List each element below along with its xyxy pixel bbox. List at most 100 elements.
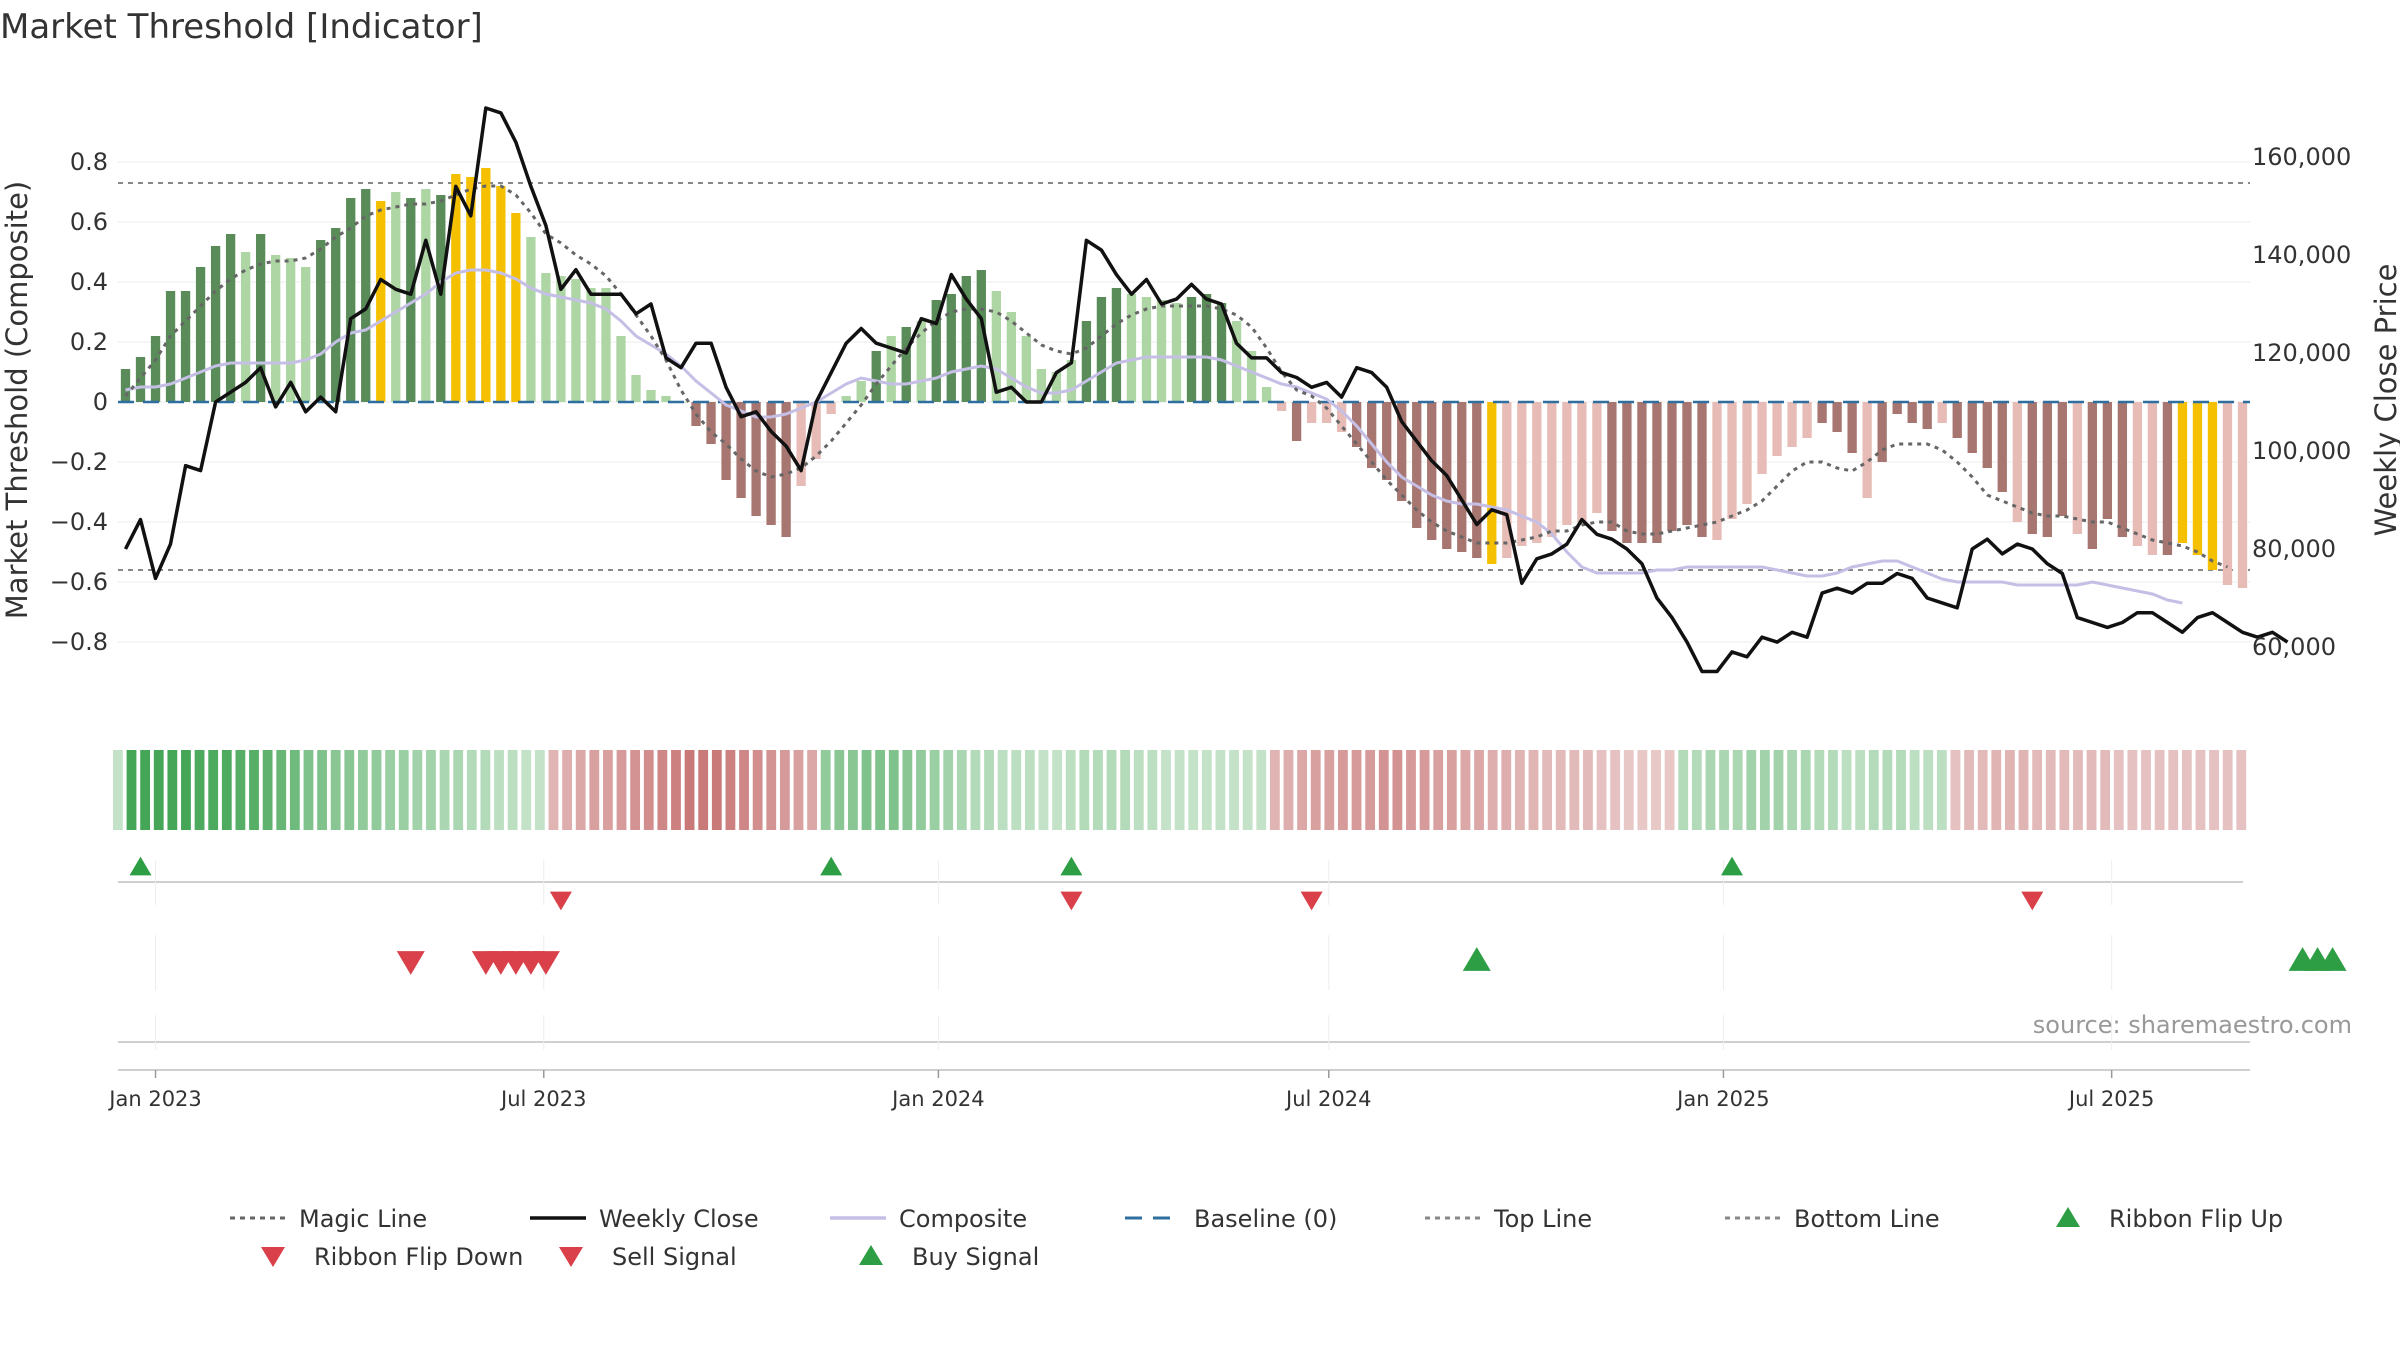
ribbon-cell	[1174, 750, 1185, 830]
composite-bar	[2057, 402, 2067, 516]
composite-bar	[1727, 402, 1737, 519]
ribbon-cell	[861, 750, 872, 830]
x-tick-label: Jul 2023	[499, 1087, 586, 1111]
ribbon-cell	[1147, 750, 1158, 830]
composite-bar	[316, 240, 326, 402]
composite-bar	[2222, 402, 2233, 585]
ribbon-cell	[1297, 750, 1307, 830]
composite-bar	[796, 402, 806, 486]
composite-bar	[1847, 402, 1857, 453]
ribbon-cell	[1569, 750, 1580, 830]
ribbon-cell	[1215, 750, 1226, 830]
composite-bar	[1517, 402, 1527, 546]
ribbon-cell	[1242, 750, 1253, 830]
ribbon-cell	[2141, 750, 2151, 830]
composite-bar	[916, 321, 926, 402]
composite-bar	[331, 228, 341, 402]
ribbon-flip-up-marker	[1721, 856, 1744, 876]
ribbon-cell	[1392, 750, 1403, 830]
composite-bar	[1802, 402, 1812, 438]
ribbon-cell	[1419, 750, 1430, 830]
legend-label: Weekly Close	[599, 1205, 759, 1233]
ribbon-cell	[1746, 750, 1757, 830]
ribbon-cell	[1909, 750, 1920, 830]
ribbon-cell	[1038, 750, 1049, 830]
composite-bars	[118, 168, 2250, 588]
ribbon-cell	[848, 750, 858, 830]
composite-bar	[1367, 402, 1377, 468]
right-tick-label: 60,000	[2252, 633, 2336, 661]
ribbon-cell	[2236, 750, 2247, 830]
ribbon-flip-up-marker	[820, 856, 843, 876]
legend-label: Buy Signal	[912, 1243, 1039, 1271]
ribbon-cell	[684, 750, 695, 830]
composite-bar	[1592, 402, 1602, 513]
ribbon-cell	[1514, 750, 1525, 830]
left-tick-label: −0.4	[50, 508, 108, 536]
composite-bar	[2117, 402, 2128, 537]
composite-bar	[2177, 402, 2188, 543]
composite-bar	[180, 291, 191, 402]
ribbon-cell	[262, 750, 273, 830]
composite-bar	[1412, 402, 1422, 528]
ribbon-cell	[1324, 750, 1335, 830]
ribbon-cell	[358, 750, 368, 830]
ribbon-cell	[412, 750, 423, 830]
ribbon-cell	[2032, 750, 2043, 830]
composite-bar	[751, 402, 761, 516]
ribbon-cell	[1378, 750, 1389, 830]
ribbon-cell	[521, 750, 532, 830]
legend-item: Weekly Close	[530, 1205, 759, 1233]
ribbon-cell	[1637, 750, 1648, 830]
ribbon-cell	[1460, 750, 1471, 830]
signal-rows	[118, 856, 2347, 1071]
ribbon-cell	[1106, 750, 1117, 830]
composite-bar	[901, 327, 911, 402]
composite-bar	[1952, 402, 1962, 438]
composite-bar	[976, 270, 986, 402]
ribbon-cell	[1814, 750, 1825, 830]
ribbon-cell	[1855, 750, 1866, 830]
ribbon-cell	[1651, 750, 1661, 830]
composite-bar	[436, 195, 446, 402]
legend-label: Bottom Line	[1794, 1205, 1940, 1233]
ribbon-cell	[1787, 750, 1798, 830]
composite-bar	[886, 336, 896, 402]
composite-bar	[1577, 402, 1587, 522]
composite-bar	[1186, 297, 1197, 402]
composite-bar	[1997, 402, 2007, 492]
composite-bar	[2237, 402, 2248, 588]
left-tick-label: 0.4	[70, 268, 108, 296]
ribbon-cell	[1964, 750, 1974, 830]
composite-bar	[571, 279, 581, 402]
ribbon-cell	[1256, 750, 1267, 830]
ribbon-cell	[2195, 750, 2206, 830]
composite-bar	[1862, 402, 1872, 498]
composite-bar	[631, 375, 641, 402]
ribbon-cell	[140, 750, 151, 830]
legend-item: Buy Signal	[859, 1243, 1039, 1271]
ribbon-cell	[1610, 750, 1621, 830]
ribbon-cell	[2222, 750, 2233, 830]
composite-bar	[2162, 402, 2173, 555]
composite-bar	[1817, 402, 1827, 423]
composite-bar	[841, 396, 851, 402]
ribbon-cell	[711, 750, 722, 830]
composite-bar	[1772, 402, 1782, 456]
ribbon-cell	[507, 750, 518, 830]
ribbon-cell	[208, 750, 219, 830]
ribbon-cell	[1120, 750, 1131, 830]
legend-label: Baseline (0)	[1194, 1205, 1337, 1233]
composite-bar	[616, 336, 626, 402]
right-tick-label: 120,000	[2252, 339, 2351, 367]
composite-bar	[195, 267, 206, 402]
ribbon-cell	[317, 750, 327, 830]
ribbon-cell	[1882, 750, 1893, 830]
legend-label: Ribbon Flip Down	[314, 1243, 523, 1271]
ribbon-cell	[630, 750, 641, 830]
composite-bar	[766, 402, 776, 525]
composite-bar	[1757, 402, 1767, 474]
composite-bar	[1907, 402, 1917, 423]
composite-bar	[1532, 402, 1542, 543]
composite-bar	[541, 273, 551, 402]
